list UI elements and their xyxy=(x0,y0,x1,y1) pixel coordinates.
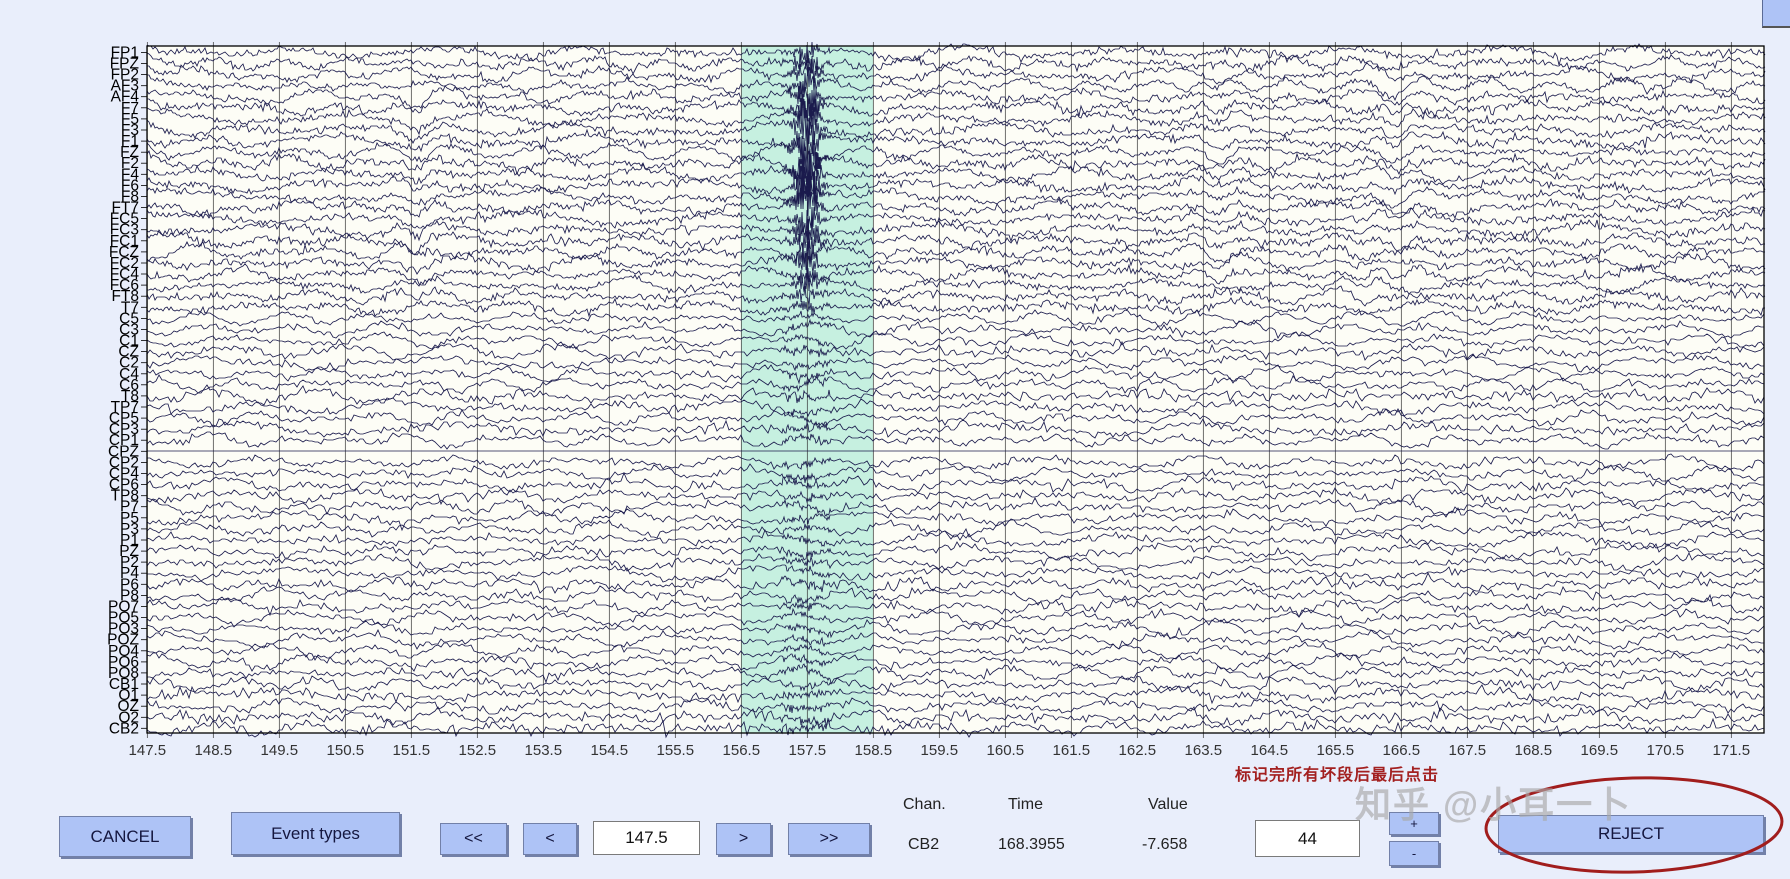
svg-text:CB2: CB2 xyxy=(109,720,139,737)
svg-text:155.5: 155.5 xyxy=(657,742,695,759)
svg-text:166.5: 166.5 xyxy=(1383,742,1421,759)
svg-text:147.5: 147.5 xyxy=(129,742,167,759)
svg-text:167.5: 167.5 xyxy=(1449,742,1487,759)
svg-text:168.5: 168.5 xyxy=(1515,742,1553,759)
svg-text:151.5: 151.5 xyxy=(393,742,431,759)
svg-text:156.5: 156.5 xyxy=(723,742,761,759)
svg-text:160.5: 160.5 xyxy=(987,742,1025,759)
svg-text:169.5: 169.5 xyxy=(1581,742,1619,759)
svg-text:148.5: 148.5 xyxy=(195,742,233,759)
svg-text:157.5: 157.5 xyxy=(789,742,827,759)
svg-text:163.5: 163.5 xyxy=(1185,742,1223,759)
svg-text:152.5: 152.5 xyxy=(459,742,497,759)
svg-text:149.5: 149.5 xyxy=(261,742,299,759)
svg-text:165.5: 165.5 xyxy=(1317,742,1355,759)
svg-text:159.5: 159.5 xyxy=(921,742,959,759)
svg-text:171.5: 171.5 xyxy=(1713,742,1751,759)
svg-text:164.5: 164.5 xyxy=(1251,742,1289,759)
svg-text:150.5: 150.5 xyxy=(327,742,365,759)
svg-text:153.5: 153.5 xyxy=(525,742,563,759)
svg-text:162.5: 162.5 xyxy=(1119,742,1157,759)
svg-text:161.5: 161.5 xyxy=(1053,742,1091,759)
svg-text:154.5: 154.5 xyxy=(591,742,629,759)
svg-text:158.5: 158.5 xyxy=(855,742,893,759)
svg-text:170.5: 170.5 xyxy=(1647,742,1685,759)
